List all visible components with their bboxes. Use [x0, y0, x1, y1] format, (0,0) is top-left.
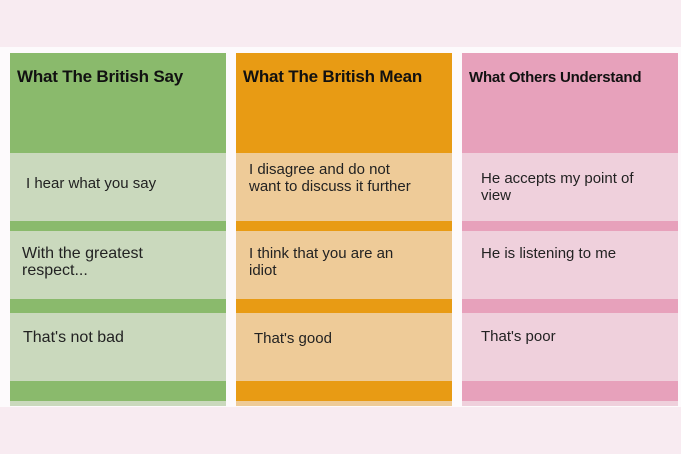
cell-mean-3: That's good	[236, 313, 452, 381]
cell-say-3: That's not bad	[10, 313, 226, 381]
cell-understand-1: He accepts my point of view	[462, 153, 678, 221]
column-british-mean: What The British Mean I disagree and do …	[236, 53, 452, 406]
strip-mean-bottom	[236, 401, 452, 406]
cell-say-2: With the greatest respect...	[10, 231, 226, 299]
column-british-say: What The British Say I hear what you say…	[10, 53, 226, 406]
column-header-understand: What Others Understand	[469, 69, 642, 86]
cell-understand-2: He is listening to me	[462, 231, 678, 299]
cell-mean-2: I think that you are an idiot	[236, 231, 452, 299]
column-others-understand: What Others Understand He accepts my poi…	[462, 53, 678, 406]
strip-understand-bottom	[462, 401, 678, 406]
cell-mean-1: I disagree and do not want to discuss it…	[236, 153, 452, 221]
column-header-mean: What The British Mean	[243, 67, 423, 86]
cell-understand-3: That's poor	[462, 313, 678, 381]
strip-say-bottom	[10, 401, 226, 406]
cell-say-1: I hear what you say	[10, 153, 226, 221]
column-header-say: What The British Say	[17, 67, 184, 86]
